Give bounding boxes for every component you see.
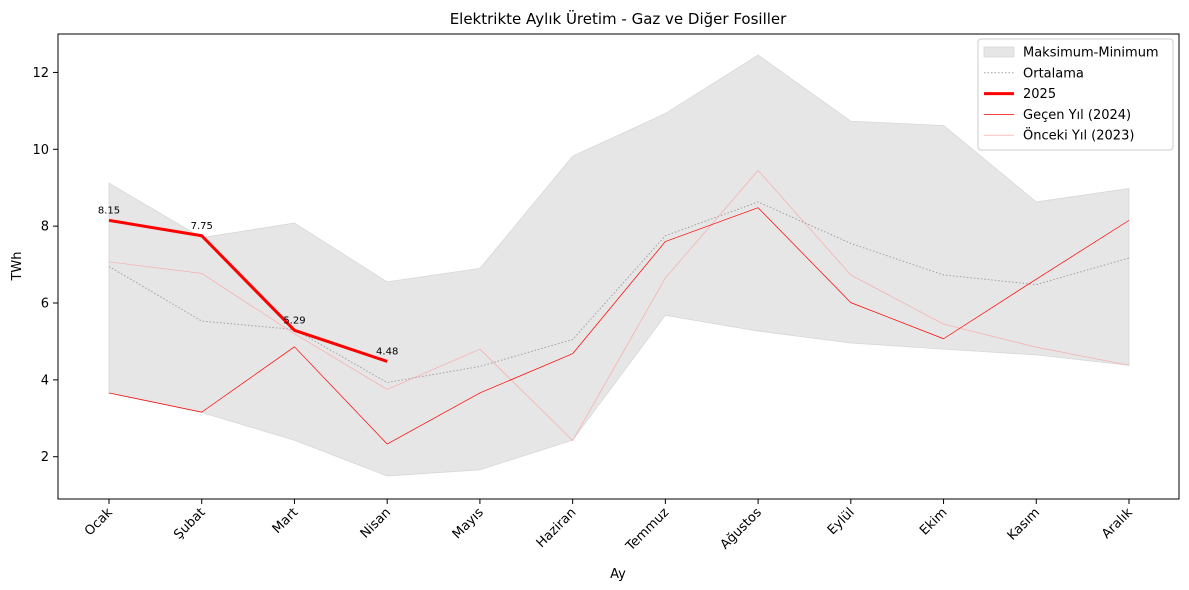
x-tick-label: Kasım bbox=[1005, 505, 1043, 543]
data-label: 7.75 bbox=[191, 221, 213, 232]
x-axis: Ocak Şubat Mart Nisan Mayıs Haziran Temmuz Ağus… bbox=[82, 499, 1136, 555]
plot-frame bbox=[57, 33, 1180, 500]
series-line-1 bbox=[108, 170, 1130, 441]
chart-title: Elektrikte Aylık Üretim - Gaz ve Diğer F… bbox=[450, 9, 787, 28]
data-labels-layer: 8.15 7.75 5.29 4.48 bbox=[98, 205, 398, 357]
legend-box bbox=[977, 38, 1174, 151]
y-tick-label: 6 bbox=[41, 297, 49, 312]
y-tick-label: 4 bbox=[41, 373, 49, 388]
x-tick-label: Ağustos bbox=[718, 505, 766, 553]
series-line-0 bbox=[108, 201, 1130, 384]
y-tick-label: 8 bbox=[41, 220, 49, 235]
data-label: 4.48 bbox=[376, 346, 398, 357]
data-label: 5.29 bbox=[283, 315, 305, 326]
legend-label: Önceki Yıl (2023) bbox=[1023, 127, 1134, 144]
y-axis: 2 4 6 8 10 12 bbox=[32, 66, 58, 465]
x-tick-label: Ocak bbox=[82, 505, 116, 539]
min-max-band bbox=[108, 54, 1130, 477]
x-tick-label: Şubat bbox=[171, 505, 208, 542]
min-max-band-layer bbox=[108, 54, 1130, 477]
series-line-3 bbox=[108, 218, 388, 363]
series-lines-layer bbox=[108, 170, 1130, 445]
legend-label: Maksimum-Minimum bbox=[1023, 46, 1159, 61]
legend-swatch-band bbox=[983, 46, 1015, 58]
y-tick-label: 2 bbox=[41, 450, 49, 465]
legend-label: Ortalama bbox=[1023, 66, 1084, 81]
x-tick-label: Aralık bbox=[1099, 505, 1136, 542]
x-axis-title: Ay bbox=[610, 567, 626, 582]
legend-label: 2025 bbox=[1023, 87, 1056, 102]
x-tick-label: Nisan bbox=[358, 505, 394, 541]
x-tick-label: Mart bbox=[270, 505, 302, 537]
series-line-2 bbox=[108, 207, 1130, 445]
x-tick-label: Mayıs bbox=[450, 505, 487, 542]
y-axis-title: TWh bbox=[10, 251, 25, 281]
x-tick-label: Eylül bbox=[825, 505, 858, 538]
legend: Maksimum-Minimum Ortalama 2025 Geçen Yıl (2… bbox=[977, 38, 1174, 151]
x-tick-label: Haziran bbox=[534, 505, 580, 551]
y-tick-label: 10 bbox=[32, 143, 49, 158]
x-tick-label: Ekim bbox=[917, 505, 950, 538]
x-tick-label: Temmuz bbox=[623, 505, 673, 555]
data-label: 8.15 bbox=[98, 205, 120, 216]
legend-label: Geçen Yıl (2024) bbox=[1023, 108, 1131, 123]
y-tick-label: 12 bbox=[32, 66, 49, 81]
